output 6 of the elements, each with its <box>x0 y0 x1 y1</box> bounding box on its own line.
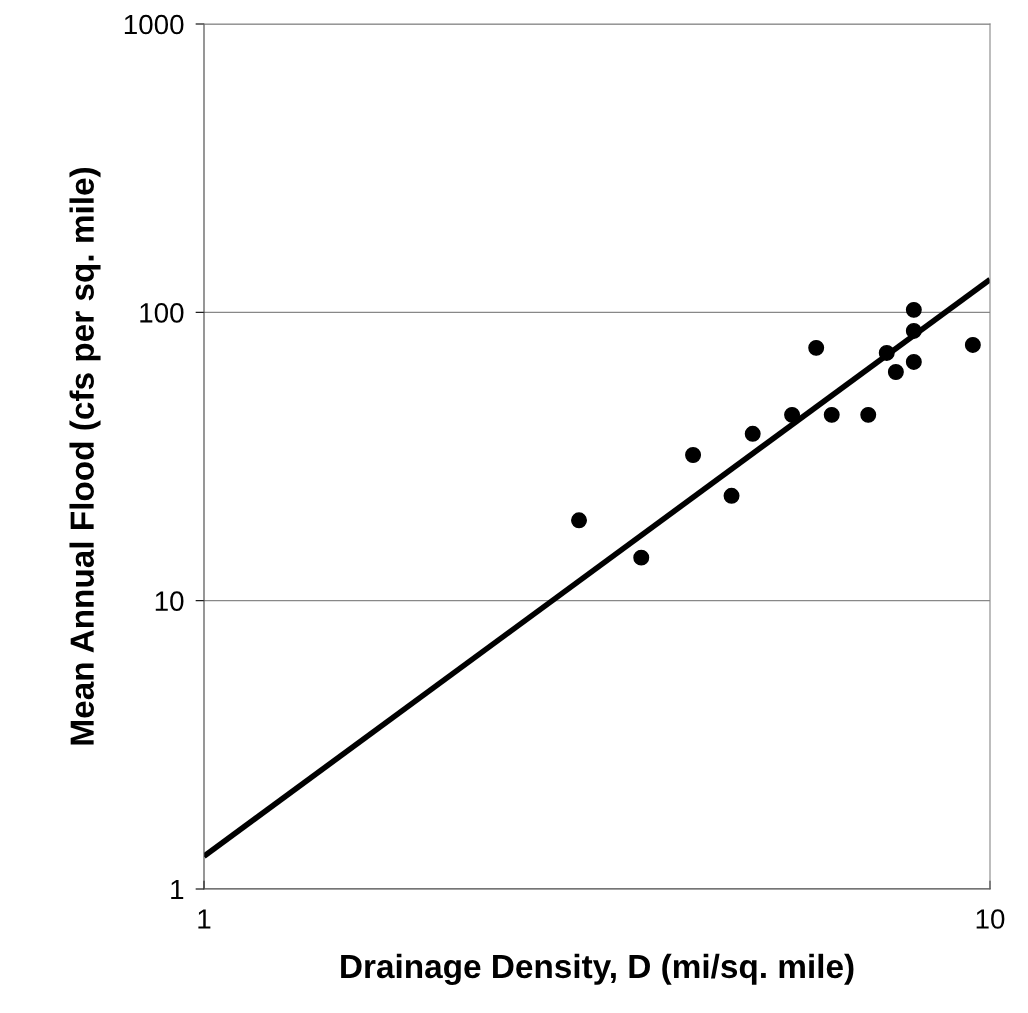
y-tick-label: 1 <box>171 879 184 900</box>
y-tick-label: 1000 <box>124 14 184 35</box>
y-axis-title: Mean Annual Flood (cfs per sq. mile) <box>69 167 101 745</box>
x-axis-title: Drainage Density, D (mi/sq. mile) <box>341 953 854 985</box>
y-tick-label: 100 <box>140 303 184 323</box>
y-tick-label: 10 <box>155 591 184 612</box>
